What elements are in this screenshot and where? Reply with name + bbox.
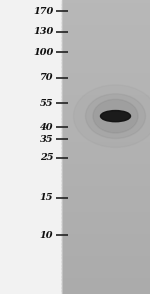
- Bar: [62, 283, 150, 288]
- Bar: [62, 51, 150, 56]
- Bar: [62, 140, 150, 144]
- Bar: [62, 143, 150, 148]
- Text: 70: 70: [40, 74, 53, 82]
- Text: 35: 35: [40, 135, 53, 143]
- Bar: [62, 103, 150, 108]
- Bar: [62, 158, 150, 163]
- Bar: [62, 213, 150, 218]
- Text: 15: 15: [40, 193, 53, 202]
- Ellipse shape: [85, 94, 146, 138]
- Bar: [62, 239, 150, 243]
- Text: 25: 25: [40, 153, 53, 162]
- Bar: [62, 279, 150, 284]
- Bar: [62, 77, 150, 82]
- Text: 40: 40: [40, 123, 53, 131]
- Bar: [62, 70, 150, 74]
- Bar: [62, 147, 150, 152]
- Bar: [62, 154, 150, 159]
- Bar: [62, 198, 150, 203]
- Bar: [62, 209, 150, 214]
- Bar: [62, 228, 150, 233]
- Bar: [62, 151, 150, 155]
- Bar: [62, 206, 150, 211]
- Bar: [62, 66, 150, 71]
- Bar: [62, 59, 150, 64]
- Bar: [62, 99, 150, 104]
- Bar: [62, 169, 150, 174]
- Bar: [62, 121, 150, 126]
- Bar: [62, 96, 150, 100]
- Ellipse shape: [93, 99, 138, 133]
- Text: 55: 55: [40, 99, 53, 108]
- Bar: [62, 180, 150, 185]
- Bar: [62, 287, 150, 291]
- Bar: [62, 22, 150, 27]
- Bar: [62, 18, 150, 23]
- Bar: [62, 261, 150, 265]
- Text: 170: 170: [33, 7, 53, 16]
- Bar: [62, 33, 150, 38]
- Bar: [62, 246, 150, 251]
- Bar: [62, 202, 150, 207]
- Bar: [62, 232, 150, 236]
- Bar: [62, 217, 150, 221]
- Bar: [62, 26, 150, 30]
- Bar: [62, 184, 150, 188]
- Bar: [62, 125, 150, 130]
- Bar: [62, 81, 150, 86]
- Bar: [62, 132, 150, 137]
- Bar: [62, 114, 150, 118]
- Bar: [62, 92, 150, 96]
- Bar: [62, 0, 150, 5]
- Bar: [62, 85, 150, 89]
- Bar: [62, 48, 150, 52]
- Bar: [62, 55, 150, 60]
- Bar: [62, 136, 150, 141]
- Bar: [62, 15, 150, 19]
- Bar: [62, 129, 150, 133]
- Bar: [62, 276, 150, 280]
- Bar: [62, 29, 150, 34]
- Bar: [62, 106, 150, 111]
- Bar: [62, 37, 150, 41]
- Bar: [62, 74, 150, 78]
- Bar: [62, 44, 150, 49]
- Bar: [62, 257, 150, 262]
- Bar: [62, 235, 150, 240]
- Bar: [62, 188, 150, 192]
- Bar: [62, 191, 150, 196]
- Bar: [0, 0, 62, 294]
- Bar: [62, 63, 150, 67]
- Bar: [62, 250, 150, 255]
- Bar: [62, 11, 150, 16]
- Bar: [62, 176, 150, 181]
- Bar: [62, 173, 150, 177]
- Bar: [62, 243, 150, 247]
- Bar: [62, 268, 150, 273]
- Bar: [62, 7, 150, 12]
- Bar: [62, 162, 150, 166]
- Text: 130: 130: [33, 27, 53, 36]
- Bar: [62, 110, 150, 115]
- Bar: [62, 290, 150, 294]
- Bar: [62, 253, 150, 258]
- Bar: [62, 224, 150, 229]
- Bar: [62, 165, 150, 170]
- Bar: [62, 41, 150, 45]
- Bar: [62, 220, 150, 225]
- Bar: [62, 118, 150, 122]
- Text: 100: 100: [33, 48, 53, 57]
- Bar: [62, 265, 150, 269]
- Text: 10: 10: [40, 231, 53, 240]
- Ellipse shape: [100, 111, 130, 122]
- Bar: [62, 272, 150, 277]
- Bar: [62, 195, 150, 199]
- Bar: [62, 4, 150, 8]
- Bar: [62, 88, 150, 93]
